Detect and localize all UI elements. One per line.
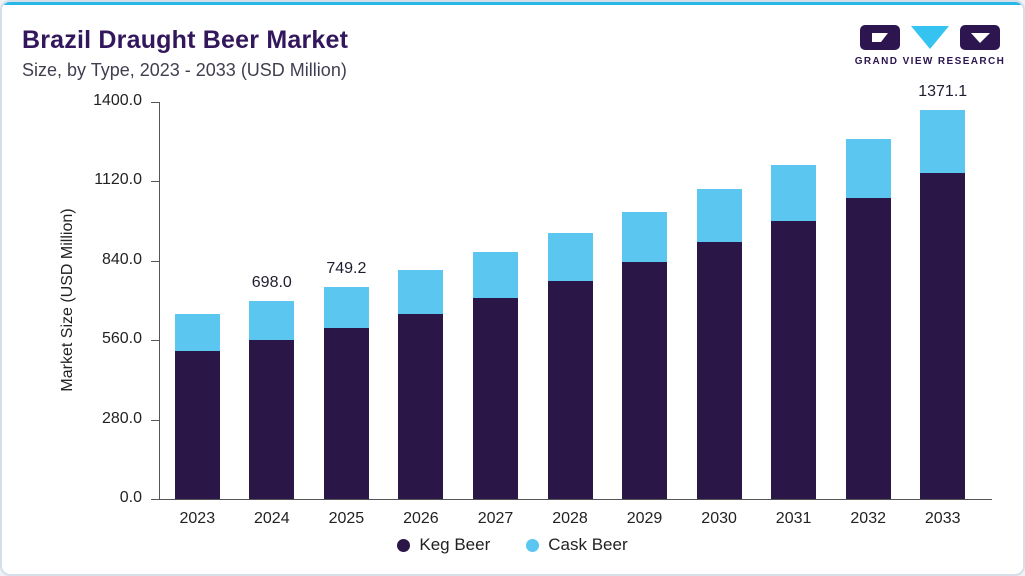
legend-swatch-cask-beer-icon	[526, 538, 540, 552]
bar-segment-cask-beer-2028	[547, 232, 593, 281]
top-accent-line	[2, 2, 1023, 5]
bar-segment-keg-beer-2031	[771, 220, 817, 499]
bar-segment-keg-beer-2028	[547, 280, 593, 499]
bar-segment-keg-beer-2029	[622, 261, 667, 499]
bar-segment-cask-beer-2032	[845, 138, 891, 198]
bar-segment-keg-beer-2030	[696, 242, 742, 499]
grand-view-research-logo: GRAND VIEW RESEARCH	[855, 24, 1005, 67]
bar-segment-cask-beer-2026	[398, 269, 444, 314]
x-tick-label: 2030	[701, 510, 737, 527]
bar-segment-keg-beer-2023	[174, 351, 220, 499]
x-tick-label: 2033	[924, 510, 961, 527]
chart-subtitle: Size, by Type, 2023 - 2033 (USD Million)	[22, 60, 347, 80]
y-axis-title: Market Size (USD Million)	[59, 208, 76, 392]
legend-item-cask-beer: Cask Beer	[526, 535, 628, 555]
bar-segment-keg-beer-2032	[845, 197, 891, 499]
x-tick-label: 2024	[254, 510, 290, 527]
y-tick-label: 1400.0	[93, 92, 142, 109]
logo-mark-icon	[860, 25, 1000, 50]
bar-segment-keg-beer-2025	[323, 328, 369, 499]
bar-total-label: 698.0	[251, 274, 292, 292]
y-tick-mark	[151, 181, 159, 183]
y-tick-label: 0.0	[119, 489, 142, 506]
bar-segment-cask-beer-2031	[771, 165, 817, 221]
bar-segment-keg-beer-2027	[473, 297, 518, 499]
chart-title: Brazil Draught Beer Market	[22, 26, 349, 54]
x-tick-label: 2026	[403, 510, 439, 527]
y-tick-mark	[151, 419, 159, 421]
bar-segment-cask-beer-2023	[174, 314, 220, 352]
legend-swatch-keg-beer-icon	[397, 538, 411, 552]
bar-segment-cask-beer-2033	[920, 110, 966, 173]
y-tick-mark	[151, 102, 159, 103]
logo-text: GRAND VIEW RESEARCH	[854, 56, 1006, 67]
bar-total-label: 1371.1	[918, 83, 968, 101]
bar-segment-cask-beer-2024	[249, 301, 295, 341]
bar-total-label: 749.2	[326, 259, 367, 277]
bar-segment-keg-beer-2024	[249, 340, 295, 499]
y-axis-line	[159, 102, 160, 499]
x-tick-label: 2031	[775, 510, 812, 527]
y-tick-mark	[151, 499, 159, 500]
y-tick-mark	[151, 340, 159, 342]
x-axis-line	[159, 499, 992, 500]
bar-segment-keg-beer-2026	[398, 313, 444, 499]
y-tick-mark	[151, 260, 159, 262]
x-tick-label: 2028	[552, 510, 588, 527]
bar-segment-cask-beer-2027	[473, 252, 518, 298]
legend-item-keg-beer: Keg Beer	[397, 535, 490, 555]
bar-segment-cask-beer-2025	[323, 286, 369, 328]
legend: Keg Beer Cask Beer	[2, 535, 1023, 555]
y-tick-label: 560.0	[101, 330, 142, 348]
x-tick-label: 2025	[328, 510, 365, 527]
x-tick-label: 2023	[179, 510, 216, 527]
bar-segment-keg-beer-2033	[920, 172, 966, 499]
legend-label: Keg Beer	[419, 535, 491, 554]
y-tick-label: 1120.0	[94, 171, 142, 189]
bar-segment-cask-beer-2030	[696, 189, 742, 242]
y-tick-label: 280.0	[101, 409, 142, 427]
y-tick-label: 840.0	[101, 250, 142, 268]
legend-label: Cask Beer	[548, 535, 628, 554]
x-tick-label: 2029	[626, 510, 663, 527]
bar-segment-cask-beer-2029	[622, 211, 667, 262]
x-tick-label: 2032	[850, 510, 886, 527]
x-tick-label: 2027	[477, 510, 514, 527]
